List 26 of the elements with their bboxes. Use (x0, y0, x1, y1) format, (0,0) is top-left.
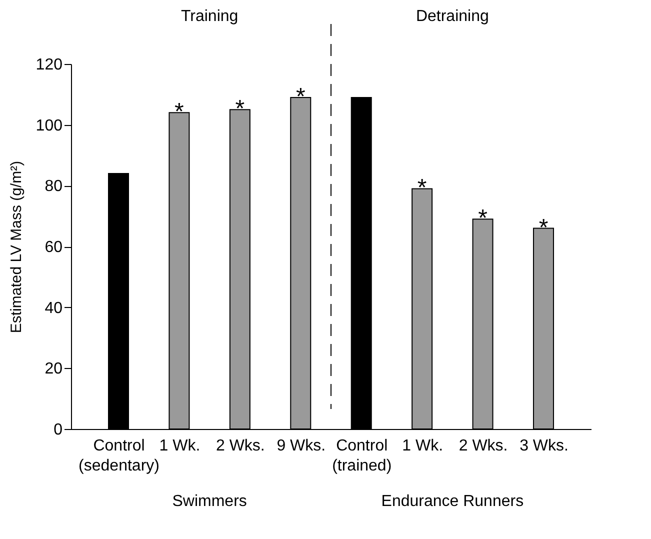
x-tick-label: 2 Wks. (216, 438, 265, 454)
x-tick-label: 2 Wks. (458, 438, 508, 454)
y-tick-label: 20 (44, 360, 63, 378)
data-label: * (235, 96, 245, 123)
x-tick-label: Control (trained) (332, 438, 392, 474)
data-label: * (174, 98, 184, 126)
text: Training (180, 8, 238, 25)
y-tick-label: 40 (44, 300, 63, 317)
x-tick-label: Control (sedentary) (78, 438, 160, 474)
data-label: * (417, 174, 427, 202)
data-label: * (296, 83, 306, 110)
y-tick-label: 0 (54, 422, 63, 438)
text: Detraining (416, 8, 489, 25)
data-label: * (478, 205, 488, 232)
x-tick-label: 9 Wks. (276, 438, 326, 454)
y-tick-label: 100 (36, 117, 63, 134)
y-tick-label: 60 (44, 239, 63, 256)
text: Swimmers (172, 493, 247, 510)
y-tick-label: 80 (44, 178, 63, 196)
y-tick-label: 120 (36, 56, 63, 74)
x-tick-label: 3 Wks. (520, 438, 568, 454)
text: Endurance Runners (381, 493, 524, 510)
y-axis-title: Estimated LV Mass (g/m²) (8, 160, 25, 334)
x-tick-label: 1 Wk. (402, 438, 444, 454)
x-tick-label: 1 Wk. (159, 438, 200, 454)
data-label: * (538, 214, 548, 242)
